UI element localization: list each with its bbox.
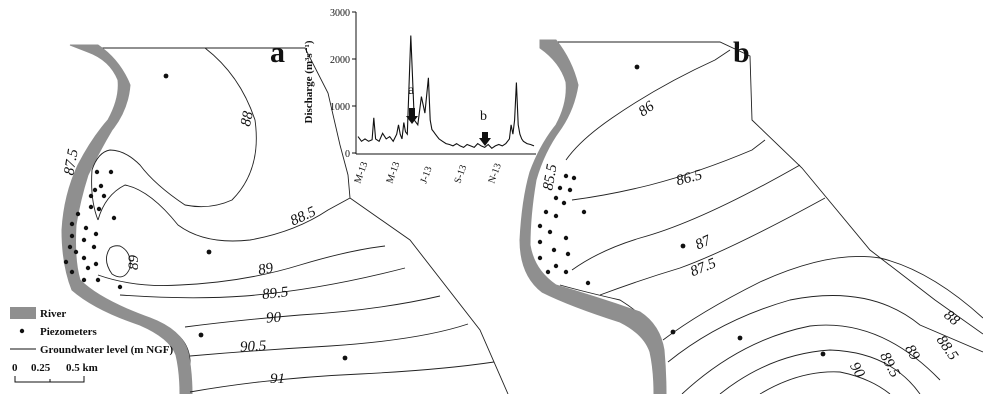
panel-b-contour-label-86: 86 xyxy=(636,98,658,120)
panel-a-contour-label-89: 89 xyxy=(257,260,275,278)
legend-groundwater-label: Groundwater level (m NGF) xyxy=(40,344,173,356)
panel-b-contour-label-85-5: 85.5 xyxy=(540,162,560,191)
inset-y-tick-label: 2000 xyxy=(330,55,350,66)
panel-a-contour-label-88: 88 xyxy=(238,109,257,127)
inset-y-ticks: 3000 2000 1000 0 xyxy=(330,8,356,160)
panel-b-contour-label-86-5: 86.5 xyxy=(675,167,705,189)
inset-x-tick-label: S-13 xyxy=(452,163,469,185)
scale-label-0: 0 xyxy=(12,362,18,374)
panel-b-contour-label-89-5: 89.5 xyxy=(876,350,903,381)
inset-x-tick-label: M-13 xyxy=(384,160,402,185)
scale-bar-line xyxy=(14,376,85,383)
panel-a-contour-label-90-5: 90.5 xyxy=(240,338,268,355)
panel-a-contour-label-87-5: 87.5 xyxy=(61,147,81,176)
panel-b-contour-label-88: 88 xyxy=(941,307,963,329)
inset-x-tick-label: M-13 xyxy=(352,160,370,185)
inset-x-ticks: M-13 M-13 J-13 S-13 N-13 xyxy=(352,160,503,185)
panel-b-contour-label-89: 89 xyxy=(901,342,923,363)
inset-x-tick-label: N-13 xyxy=(486,162,503,185)
legend-river-swatch xyxy=(10,307,36,319)
panel-b-boundary xyxy=(555,41,983,394)
legend-piezometer-symbol xyxy=(19,328,25,334)
inset-y-tick-label: 0 xyxy=(345,149,350,160)
panel-b-piezometers xyxy=(537,64,826,357)
inset-y-tick-label: 1000 xyxy=(330,102,350,113)
inset-arrow-a: a xyxy=(406,83,418,124)
inset-y-axis-title: Discharge (m³s⁻¹) xyxy=(303,40,315,123)
panel-a-contours xyxy=(91,47,495,393)
inset-arrow-b: b xyxy=(479,109,491,146)
panel-a-piezometers xyxy=(63,73,348,361)
scale-bar: 0 0.25 0.5 km xyxy=(12,362,98,383)
panel-a-contour-label-89-inner: 89 xyxy=(126,255,142,271)
panel-b-contour-label-87-5: 87.5 xyxy=(688,255,719,280)
scale-label-05km: 0.5 km xyxy=(66,362,98,374)
legend-piezometers-label: Piezometers xyxy=(40,326,98,338)
inset-marker-b: b xyxy=(480,109,487,124)
panel-b-map: 85.5 86 86.5 87 87.5 88 88.5 89 89.5 90 … xyxy=(519,36,983,394)
scale-label-025: 0.25 xyxy=(31,362,51,374)
panel-b-river xyxy=(519,39,667,394)
inset-y-tick-label: 3000 xyxy=(330,8,350,19)
inset-marker-a: a xyxy=(408,83,415,98)
panel-a-letter: a xyxy=(270,36,285,69)
inset-discharge-line xyxy=(357,35,535,150)
panel-a-contour-label-90: 90 xyxy=(266,310,283,327)
panel-a-contour-label-88-5: 88.5 xyxy=(288,204,319,230)
panel-a-river xyxy=(61,44,193,394)
panel-b-contours xyxy=(565,49,983,394)
panel-b-letter: b xyxy=(733,36,750,69)
legend: River Piezometers Groundwater level (m N… xyxy=(10,307,173,356)
inset-x-tick-label: J-13 xyxy=(418,165,434,185)
panel-a-contour-label-91: 91 xyxy=(270,371,285,387)
legend-river-label: River xyxy=(40,308,66,320)
panel-a-map: 87.5 88 88.5 89 89 89.5 90 90.5 91 a xyxy=(61,36,509,394)
inset-hydrograph: Discharge (m³s⁻¹) 3000 2000 1000 0 M-13 … xyxy=(303,8,536,185)
panel-a-contour-label-89-5: 89.5 xyxy=(261,284,289,303)
panel-b-contour-label-87: 87 xyxy=(693,232,715,253)
panel-b-contour-label-90: 90 xyxy=(846,360,868,381)
panel-b-contour-label-88-5: 88.5 xyxy=(933,333,961,364)
